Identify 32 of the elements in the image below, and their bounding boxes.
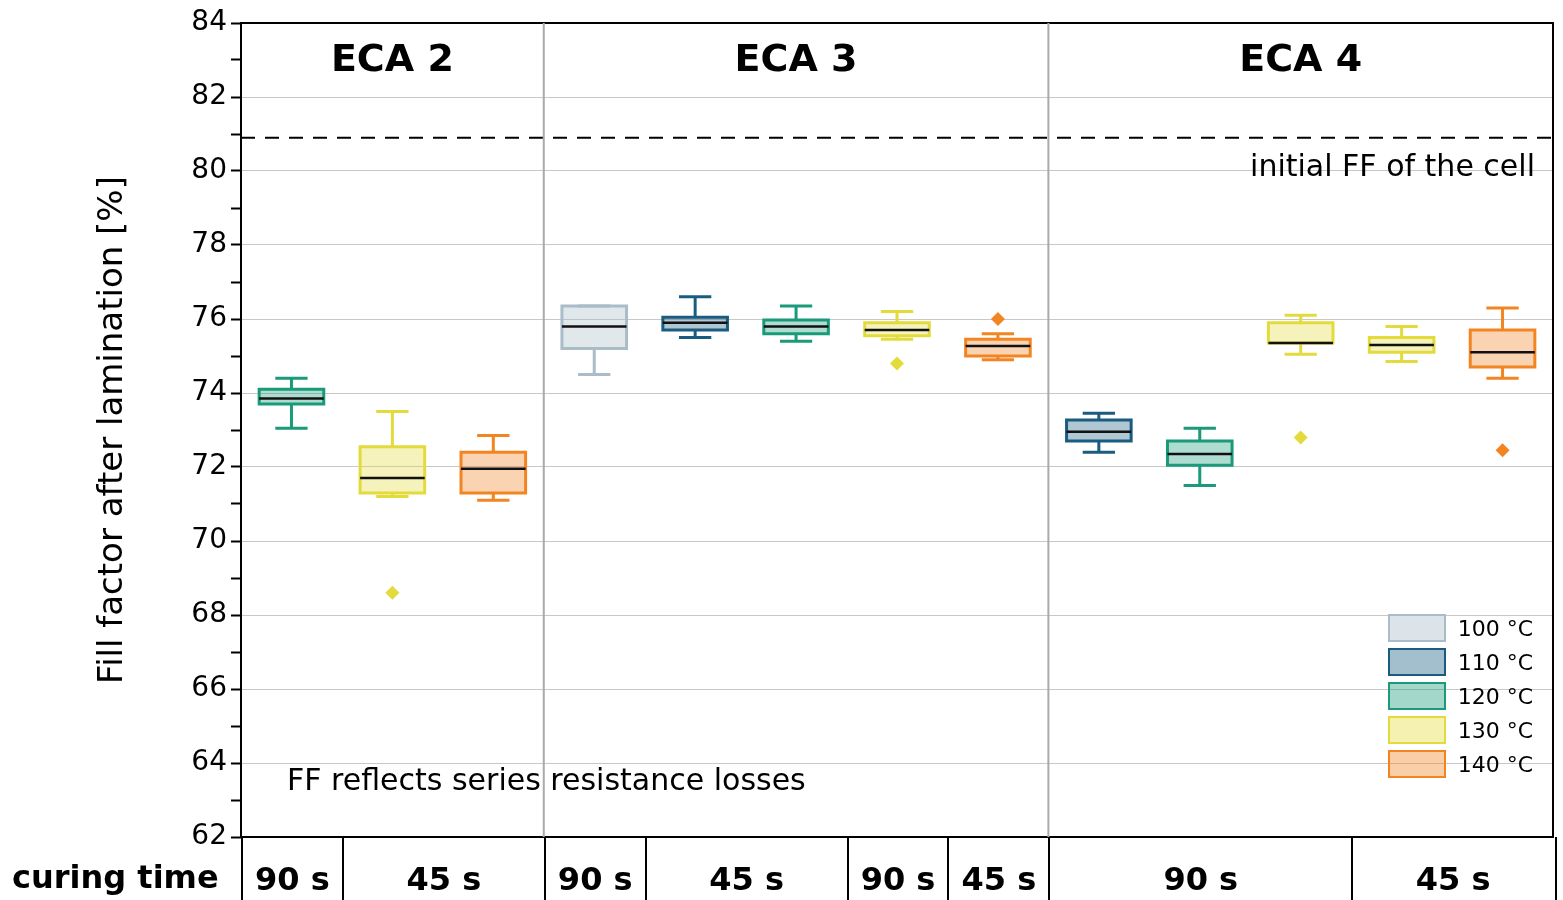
- text: 90 s: [241, 837, 342, 900]
- text: 45 s: [947, 837, 1049, 900]
- y-axis-title: Fill factor after lamination [%]: [89, 176, 130, 684]
- text: 90 s: [846, 837, 948, 900]
- y-tick-label: 68: [191, 596, 227, 630]
- y-tick-label: 82: [191, 78, 227, 112]
- y-tick-label: 66: [191, 670, 227, 704]
- y-tick-label: 80: [191, 152, 227, 186]
- y-tick-label: 70: [191, 522, 227, 556]
- text: 90 s: [543, 837, 645, 900]
- y-tick-label: 76: [191, 300, 227, 334]
- y-tick-label: 74: [191, 374, 227, 408]
- text: 45 s: [341, 837, 544, 900]
- legend-label: 120 °C: [1457, 683, 1533, 709]
- text: 90 s: [1048, 837, 1352, 900]
- y-tick-label: 84: [191, 4, 227, 38]
- y-tick-label: 72: [191, 448, 227, 482]
- legend-label: 100 °C: [1457, 615, 1533, 641]
- ref-line-label: initial FF of the cell: [1250, 148, 1535, 184]
- text: 45 s: [644, 837, 847, 900]
- y-tick-label: 78: [191, 226, 227, 260]
- y-tick-label: 64: [191, 744, 227, 778]
- x-axis-title: curing time: [12, 858, 219, 896]
- annotation: ECA 3: [733, 36, 859, 80]
- legend-label: 110 °C: [1457, 649, 1533, 675]
- annotation: FF reflects series resistance losses: [287, 762, 806, 797]
- text: 45 s: [1351, 837, 1553, 900]
- annotation: ECA 4: [1238, 36, 1364, 80]
- legend-label: 140 °C: [1457, 751, 1533, 777]
- annotation: ECA 2: [329, 36, 455, 80]
- y-tick-label: 62: [191, 818, 227, 852]
- legend-label: 130 °C: [1457, 717, 1533, 743]
